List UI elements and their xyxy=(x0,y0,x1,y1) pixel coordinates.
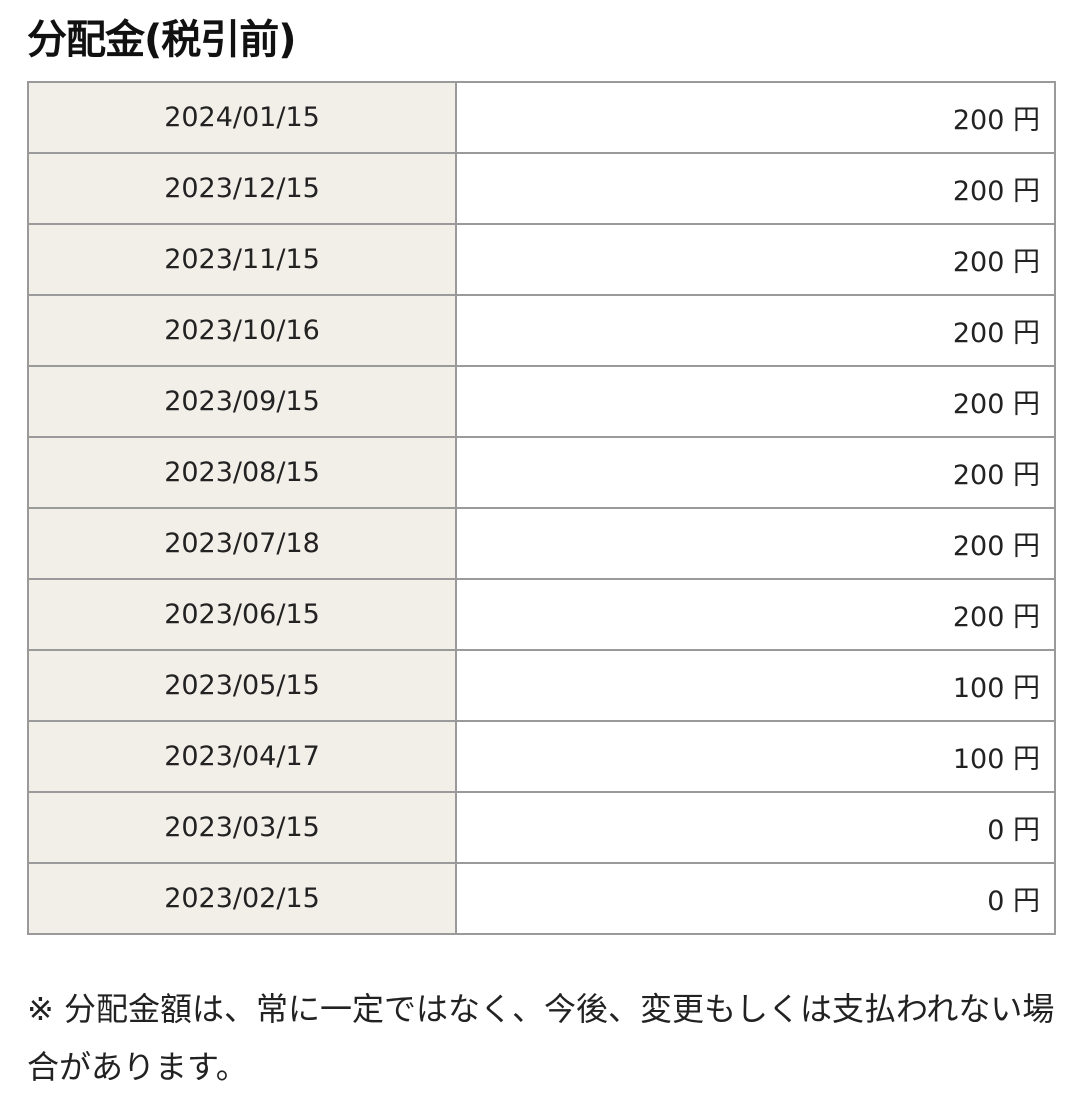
amount-cell: 200 円 xyxy=(455,507,1056,580)
date-cell: 2023/11/15 xyxy=(27,223,457,296)
distribution-table: 2024/01/15 200 円 2023/12/15 200 円 2023/11/15… xyxy=(27,81,1056,935)
table-row: 2023/05/15 100 円 xyxy=(27,649,1056,722)
date-cell: 2023/07/18 xyxy=(27,507,457,580)
date-cell: 2023/02/15 xyxy=(27,862,457,935)
table-row: 2023/06/15 200 円 xyxy=(27,578,1056,651)
amount-cell: 200 円 xyxy=(455,578,1056,651)
table-row: 2023/12/15 200 円 xyxy=(27,152,1056,225)
amount-cell: 200 円 xyxy=(455,223,1056,296)
table-row: 2023/04/17 100 円 xyxy=(27,720,1056,793)
table-row: 2023/09/15 200 円 xyxy=(27,365,1056,438)
table-row: 2023/02/15 0 円 xyxy=(27,862,1056,935)
amount-cell: 200 円 xyxy=(455,81,1056,154)
date-cell: 2023/10/16 xyxy=(27,294,457,367)
table-row: 2023/08/15 200 円 xyxy=(27,436,1056,509)
table-row: 2023/07/18 200 円 xyxy=(27,507,1056,580)
disclaimer-note: ※ 分配金額は、常に一定ではなく、今後、変更もしくは支払われない場合があります。 xyxy=(27,990,1055,1086)
date-cell: 2023/03/15 xyxy=(27,791,457,864)
date-cell: 2023/04/17 xyxy=(27,720,457,793)
amount-cell: 0 円 xyxy=(455,791,1056,864)
table-row: 2023/03/15 0 円 xyxy=(27,791,1056,864)
date-cell: 2023/09/15 xyxy=(27,365,457,438)
date-cell: 2024/01/15 xyxy=(27,81,457,154)
date-cell: 2023/06/15 xyxy=(27,578,457,651)
page-title: 分配金(税引前) xyxy=(27,17,297,63)
amount-cell: 200 円 xyxy=(455,294,1056,367)
date-cell: 2023/08/15 xyxy=(27,436,457,509)
amount-cell: 100 円 xyxy=(455,649,1056,722)
table-row: 2023/11/15 200 円 xyxy=(27,223,1056,296)
amount-cell: 100 円 xyxy=(455,720,1056,793)
date-cell: 2023/05/15 xyxy=(27,649,457,722)
amount-cell: 200 円 xyxy=(455,436,1056,509)
amount-cell: 0 円 xyxy=(455,862,1056,935)
amount-cell: 200 円 xyxy=(455,365,1056,438)
amount-cell: 200 円 xyxy=(455,152,1056,225)
table-row: 2023/10/16 200 円 xyxy=(27,294,1056,367)
date-cell: 2023/12/15 xyxy=(27,152,457,225)
table-row: 2024/01/15 200 円 xyxy=(27,81,1056,154)
